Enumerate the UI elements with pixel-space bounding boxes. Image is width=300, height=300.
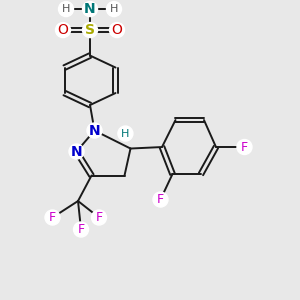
Circle shape xyxy=(74,222,88,237)
Text: F: F xyxy=(157,193,164,206)
Circle shape xyxy=(118,126,133,141)
Text: H: H xyxy=(121,128,130,139)
Text: N: N xyxy=(71,145,82,158)
Circle shape xyxy=(87,123,102,138)
Circle shape xyxy=(82,22,98,38)
Text: S: S xyxy=(85,23,95,37)
Circle shape xyxy=(92,210,106,225)
Text: N: N xyxy=(84,2,96,16)
Circle shape xyxy=(82,2,98,16)
Text: N: N xyxy=(89,124,100,137)
Circle shape xyxy=(153,192,168,207)
Text: F: F xyxy=(77,223,85,236)
Circle shape xyxy=(56,22,70,38)
Text: F: F xyxy=(95,211,103,224)
Text: H: H xyxy=(110,4,118,14)
Text: F: F xyxy=(49,211,56,224)
Text: O: O xyxy=(58,23,68,37)
Text: H: H xyxy=(62,4,70,14)
Circle shape xyxy=(69,144,84,159)
Text: F: F xyxy=(241,140,248,154)
Circle shape xyxy=(237,140,252,154)
Circle shape xyxy=(45,210,60,225)
Circle shape xyxy=(110,22,124,38)
Circle shape xyxy=(58,2,74,16)
Circle shape xyxy=(106,2,122,16)
Text: O: O xyxy=(112,23,122,37)
